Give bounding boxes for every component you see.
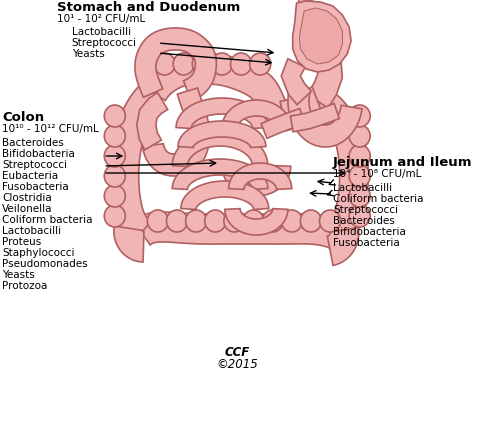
Text: Fusobacteria: Fusobacteria [333,238,400,248]
Text: 10¹⁰ - 10¹² CFU/mL: 10¹⁰ - 10¹² CFU/mL [2,124,98,134]
Circle shape [300,210,322,232]
Polygon shape [300,22,320,50]
Polygon shape [280,87,323,131]
Text: Clostridia: Clostridia [2,193,51,203]
Polygon shape [225,209,288,235]
Polygon shape [296,0,313,16]
Polygon shape [178,121,266,147]
Polygon shape [228,163,292,189]
Polygon shape [328,228,358,265]
Text: Lactobacilli: Lactobacilli [2,226,61,236]
Polygon shape [172,159,268,189]
Text: Coliform bacteria: Coliform bacteria [2,215,92,225]
Circle shape [243,210,264,232]
Text: Colon: Colon [2,111,44,124]
Polygon shape [290,104,340,132]
Circle shape [349,105,370,127]
Circle shape [349,145,370,167]
Text: Fusobacteria: Fusobacteria [2,182,68,192]
Text: 10¹ - 10² CFU/mL: 10¹ - 10² CFU/mL [58,14,146,24]
Text: Streptococci: Streptococci [72,38,136,48]
Text: Staphylococci: Staphylococci [2,248,74,258]
Text: Pseudomonades: Pseudomonades [2,259,87,269]
Text: Veilonella: Veilonella [2,204,52,214]
Circle shape [320,210,340,232]
Circle shape [262,210,283,232]
Circle shape [349,185,370,207]
Polygon shape [222,100,291,128]
Circle shape [212,53,233,75]
Polygon shape [176,98,268,128]
Circle shape [166,210,188,232]
Text: Streptococci: Streptococci [333,205,398,215]
Text: Proteus: Proteus [2,237,41,247]
Circle shape [349,125,370,147]
Text: Jejunum and Ileum: Jejunum and Ileum [333,156,472,169]
Circle shape [104,125,126,147]
Polygon shape [133,212,342,249]
Text: ©2015: ©2015 [216,358,258,371]
Polygon shape [135,28,216,101]
Circle shape [224,210,245,232]
Text: Yeasts: Yeasts [72,49,104,59]
Polygon shape [300,8,343,64]
Text: Streptococci: Streptococci [2,160,67,170]
Polygon shape [114,226,144,262]
Circle shape [250,53,270,75]
Text: Lactobacilli: Lactobacilli [72,27,131,37]
Polygon shape [110,82,162,245]
Circle shape [349,165,370,187]
Polygon shape [172,130,268,166]
Text: Yeasts: Yeasts [2,270,34,280]
Text: Coliform bacteria: Coliform bacteria [333,194,424,204]
Circle shape [173,53,194,75]
Circle shape [154,53,175,75]
Text: Bifidobacteria: Bifidobacteria [2,149,75,159]
Polygon shape [261,109,305,139]
Text: 10⁴ - 10⁸ CFU/mL: 10⁴ - 10⁸ CFU/mL [333,169,422,179]
Polygon shape [142,88,210,176]
Circle shape [104,145,126,167]
Text: Eubacteria: Eubacteria [2,171,58,181]
Circle shape [104,205,126,227]
Circle shape [230,53,252,75]
Polygon shape [181,181,269,210]
Polygon shape [302,33,343,108]
Circle shape [281,210,302,232]
Polygon shape [288,86,362,147]
Text: CCF: CCF [224,346,250,359]
Polygon shape [222,166,291,196]
Text: Bacteroides: Bacteroides [333,216,394,226]
Circle shape [148,210,169,232]
Circle shape [104,185,126,207]
Polygon shape [314,87,368,246]
Text: Bacteroides: Bacteroides [2,138,64,148]
Text: Stomach and Duodenum: Stomach and Duodenum [58,1,240,14]
Circle shape [349,205,370,227]
Circle shape [204,210,226,232]
Text: Bifidobacteria: Bifidobacteria [333,227,406,237]
Circle shape [104,165,126,187]
Text: Lactobacilli: Lactobacilli [333,183,392,193]
Text: Protozoa: Protozoa [2,281,48,291]
Polygon shape [292,1,351,72]
Polygon shape [137,93,168,150]
Circle shape [186,210,206,232]
Polygon shape [140,54,288,130]
Circle shape [192,53,214,75]
Polygon shape [281,59,312,105]
Circle shape [104,105,126,127]
